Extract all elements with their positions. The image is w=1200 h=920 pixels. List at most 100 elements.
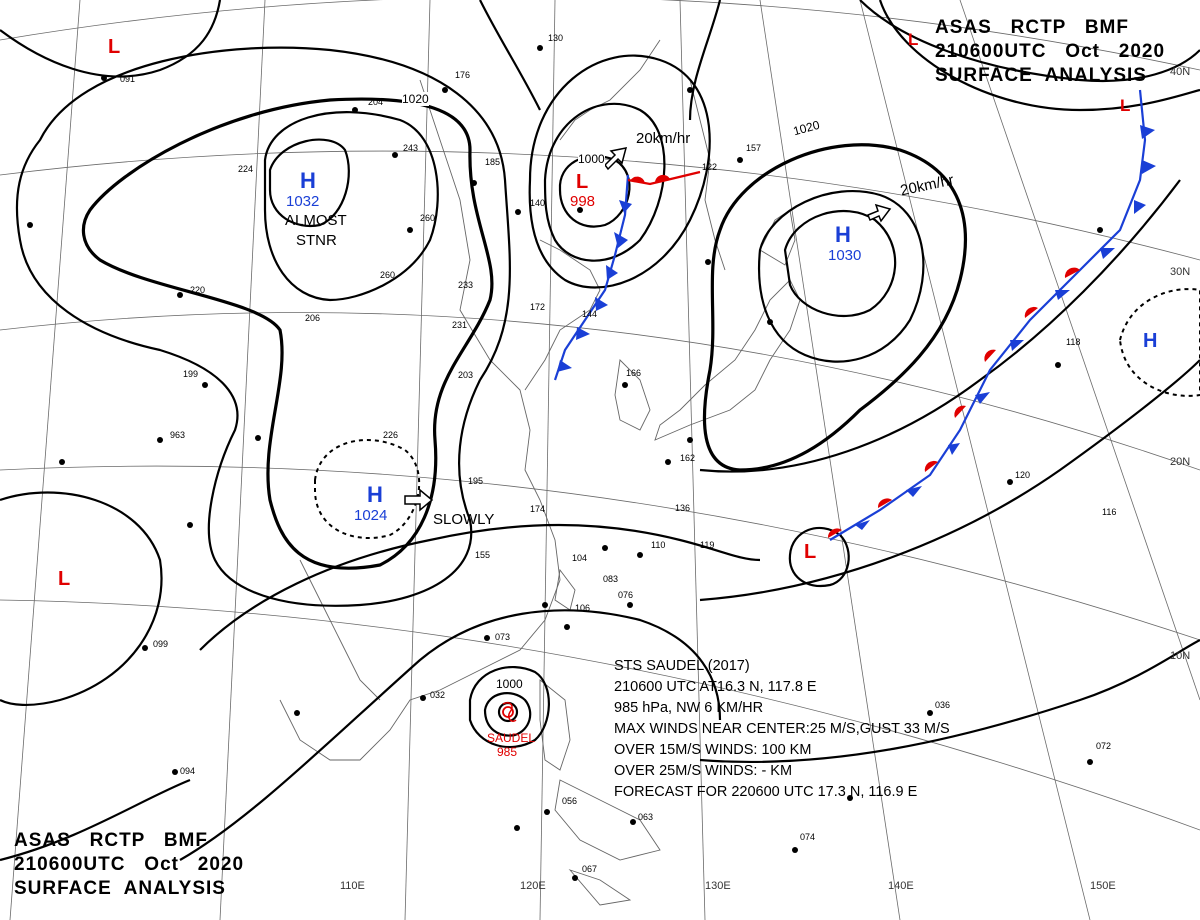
lon-label-140e: 140E bbox=[888, 880, 914, 892]
front-east bbox=[827, 89, 1156, 541]
station-value: 036 bbox=[935, 700, 951, 710]
station-value: 118 bbox=[1066, 337, 1081, 347]
station-value: 073 bbox=[495, 632, 511, 642]
station-value: 260 bbox=[420, 213, 436, 223]
cold-front-north bbox=[553, 174, 632, 381]
lat-label-10n: 10N bbox=[1170, 650, 1191, 662]
warm-front-north bbox=[627, 170, 701, 186]
low-center-west-symbol: L bbox=[58, 568, 71, 590]
station-value: 119 bbox=[700, 540, 715, 550]
bulletin-line-5: OVER 15M/S WINDS: 100 KM bbox=[614, 742, 812, 758]
lat-label-40n: 40N bbox=[1170, 66, 1191, 78]
isobar-southwest-2 bbox=[0, 778, 191, 862]
station-value: 067 bbox=[582, 864, 598, 874]
bulletin-line-6: OVER 25M/S WINDS: - KM bbox=[614, 763, 793, 779]
station-value: 083 bbox=[603, 574, 619, 584]
isobar-outer-north bbox=[479, 0, 1200, 121]
station-value: 174 bbox=[530, 504, 546, 514]
station-markers bbox=[27, 45, 1103, 881]
station-value: 206 bbox=[305, 313, 321, 323]
station-value: 104 bbox=[572, 553, 588, 563]
station-value: 166 bbox=[626, 368, 642, 378]
isobar-typhoon-outer bbox=[468, 665, 550, 749]
isobar-east-1 bbox=[699, 179, 1181, 473]
coastlines bbox=[279, 39, 801, 906]
station-value: 144 bbox=[582, 309, 598, 319]
station-value: 091 bbox=[120, 74, 136, 84]
isobar-1024-east bbox=[758, 190, 925, 363]
station-value: 094 bbox=[180, 766, 196, 776]
high-center-1032-note1: ALMOST bbox=[285, 212, 347, 229]
high-center-east-symbol: H bbox=[1143, 330, 1158, 352]
station-value: 243 bbox=[403, 143, 419, 153]
header-bottom-line3: SURFACE ANALYSIS bbox=[14, 878, 226, 899]
station-value: 231 bbox=[452, 320, 468, 330]
lon-label-130e: 130E bbox=[705, 880, 731, 892]
station-value: 140 bbox=[530, 198, 546, 208]
station-value: 195 bbox=[468, 476, 484, 486]
high-center-1030-value: 1030 bbox=[828, 247, 862, 264]
isobar-1028-east bbox=[783, 210, 897, 318]
typhoon-symbol bbox=[502, 701, 517, 723]
typhoon-pressure-label: 985 bbox=[497, 745, 518, 759]
high-center-1024-motion: SLOWLY bbox=[433, 511, 495, 528]
high-center-1030-symbol: H bbox=[835, 222, 851, 247]
station-value: 204 bbox=[368, 97, 384, 107]
isobar-northeast bbox=[878, 0, 1200, 112]
low-center-east-symbol: L bbox=[804, 541, 817, 563]
station-value: 076 bbox=[618, 590, 634, 600]
header-bottom-line1: ASAS RCTP BMF bbox=[14, 830, 208, 851]
low-center-northwest-symbol: L bbox=[108, 36, 121, 58]
high-center-1024-value: 1024 bbox=[354, 507, 388, 524]
station-value: 199 bbox=[183, 369, 199, 379]
low-center-998-symbol: L bbox=[576, 171, 589, 193]
bulletin-line-3: 985 hPa, NW 6 KM/HR bbox=[614, 700, 764, 716]
station-value: 120 bbox=[1015, 470, 1031, 480]
station-value: 963 bbox=[170, 430, 186, 440]
header-top-line3: SURFACE ANALYSIS bbox=[935, 65, 1147, 86]
station-value: 162 bbox=[680, 453, 696, 463]
station-value: 233 bbox=[458, 280, 474, 290]
typhoon-bulletin: STS SAUDEL (2017) 210600 UTC AT16.3 N, 1… bbox=[614, 656, 950, 803]
bulletin-line-1: STS SAUDEL (2017) bbox=[614, 658, 750, 674]
high-center-1032-symbol: H bbox=[300, 168, 316, 193]
isobar-1028-h1032 bbox=[263, 111, 439, 302]
station-value: 176 bbox=[455, 70, 471, 80]
isobar-1020-west bbox=[81, 97, 494, 570]
lon-label-120e: 120E bbox=[520, 880, 546, 892]
isobars bbox=[0, 0, 1200, 862]
isobar-east-3 bbox=[699, 639, 1200, 764]
isobar-label-1000-typhoon: 1000 bbox=[496, 677, 523, 691]
dashed-isobars bbox=[314, 288, 1200, 539]
header-bottom-line2: 210600UTC Oct 2020 bbox=[14, 854, 245, 875]
station-value: 155 bbox=[475, 550, 491, 560]
chart-header-bottom: ASAS RCTP BMF 210600UTC Oct 2020 SURFACE… bbox=[14, 829, 244, 901]
station-value: 063 bbox=[638, 812, 654, 822]
station-value: 032 bbox=[430, 690, 446, 700]
isobar-west-top bbox=[0, 0, 222, 78]
station-value: 185 bbox=[485, 157, 501, 167]
low-center-north-symbol: L bbox=[908, 30, 919, 49]
station-value: 136 bbox=[675, 503, 691, 513]
station-value: 116 bbox=[1102, 507, 1117, 517]
lat-label-30n: 30N bbox=[1170, 266, 1191, 278]
chart-header-top: ASAS RCTP BMF 210600UTC Oct 2020 SURFACE… bbox=[935, 16, 1165, 88]
high-center-1024-symbol: H bbox=[367, 482, 383, 507]
station-value: 172 bbox=[530, 302, 546, 312]
isobar-label-1020-west: 1020 bbox=[402, 92, 429, 106]
station-value: 072 bbox=[1096, 741, 1112, 751]
isobar-east-2 bbox=[699, 359, 1200, 602]
station-value: 224 bbox=[238, 164, 254, 174]
high-center-1032-note2: STNR bbox=[296, 232, 337, 249]
station-value: 056 bbox=[562, 796, 578, 806]
isobar-south-1 bbox=[199, 523, 761, 651]
station-value: 260 bbox=[380, 270, 396, 280]
motion-arrows bbox=[404, 147, 892, 512]
isobar-1020-east bbox=[702, 143, 967, 472]
bulletin-line-4: MAX WINDS NEAR CENTER:25 M/S,GUST 33 M/S bbox=[614, 721, 950, 737]
station-value: 099 bbox=[153, 639, 169, 649]
header-top-line1: ASAS RCTP BMF bbox=[935, 17, 1129, 38]
low-center-998-motion: 20km/hr bbox=[636, 130, 691, 147]
isobar-1032 bbox=[268, 138, 350, 228]
